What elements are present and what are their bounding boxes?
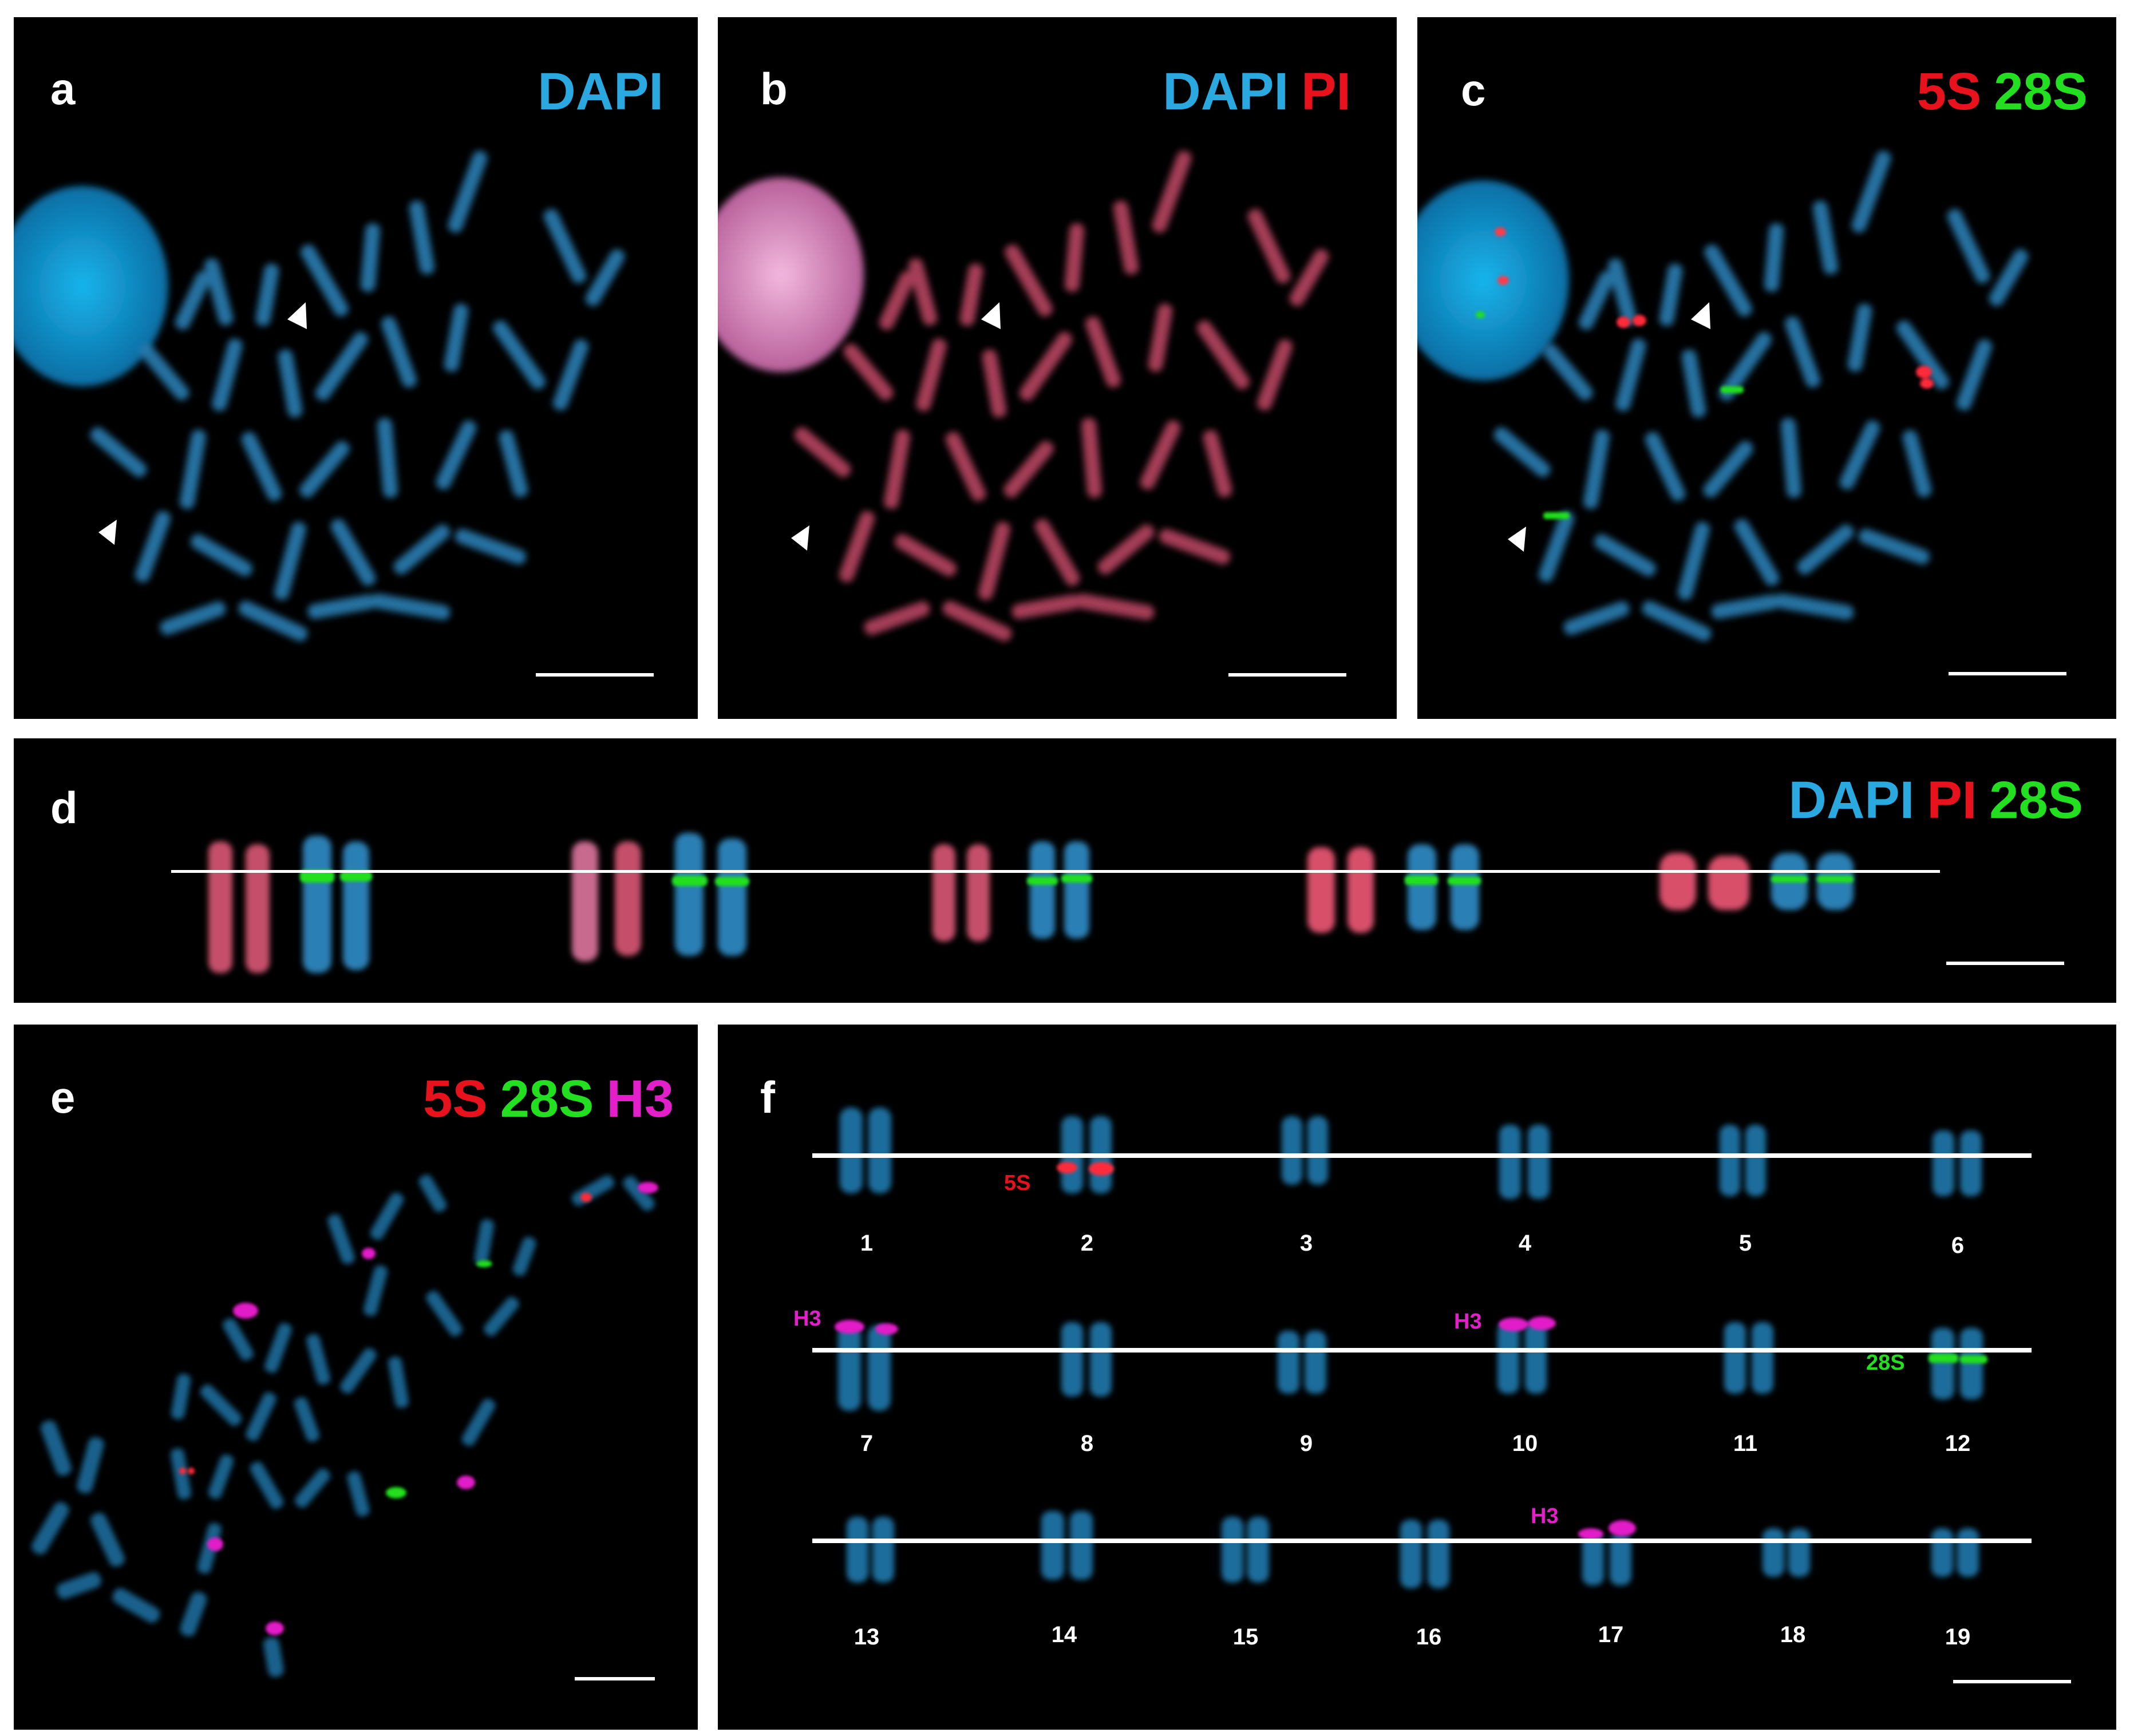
panel-b-metaphase-image [718,151,1346,677]
chromosome-number: 17 [1598,1622,1624,1647]
panel-c-metaphase-image [1417,151,2066,675]
centromere-alignment-line [812,1153,2032,1158]
panel-d-karyotype-strip [171,833,2064,973]
panel-b: b DAPI PI [718,17,1397,719]
interphase-nucleus [1417,180,1569,381]
label-28s: 28S [1989,771,2083,829]
fish-signals [1476,227,1934,519]
chromosome-number: 6 [1951,1233,1965,1258]
chromosome-number: 1 [860,1231,874,1256]
chromosome-number: 7 [860,1431,874,1456]
label-dapi: DAPI [1788,771,1915,829]
interphase-nucleus [14,186,168,386]
chromosome-number: 14 [1051,1622,1077,1647]
annotation-h3: H3 [1531,1504,1559,1528]
chromosome-number: 10 [1512,1431,1538,1456]
28s-signals [300,870,1854,886]
scale-bar [1228,673,1346,677]
scale-bar [536,673,654,677]
chromosome-number: 15 [1232,1624,1259,1650]
label-dapi: DAPI [1163,62,1289,121]
arrowhead-marker [981,302,1001,329]
arrowhead-marker [791,525,809,551]
fish-signals [835,1162,1987,1540]
scale-bar [1946,962,2064,965]
scale-bar [575,1677,655,1680]
panel-letter: a [50,64,76,114]
label-5s: 5S [423,1070,488,1128]
interphase-nucleus [718,177,864,372]
panel-letter: c [1461,65,1486,115]
chromosome-number: 3 [1299,1231,1313,1256]
chromosome-number: 13 [853,1624,880,1650]
panel-a-metaphase-image [14,151,654,677]
arrowhead-marker [1508,527,1526,552]
label-28s: 28S [500,1070,594,1128]
label-28s: 28S [1994,62,2088,121]
annotation-28s: 28S [1866,1351,1905,1375]
chromosome-number: 16 [1416,1624,1442,1650]
annotation-h3: H3 [1454,1310,1482,1334]
stain-label: DAPI PI [1163,65,1351,118]
label-pi: PI [1301,62,1351,121]
panel-letter: b [760,64,788,114]
centromere-alignment-line [812,1539,2032,1543]
panel-e: e 5S 28S H3 [14,1025,698,1730]
panel-f: f 5S H3 H3 28S H3 1 2 3 4 5 6 7 8 9 10 1… [718,1025,2116,1730]
label-h3: H3 [606,1070,674,1128]
stain-label: 5S 28S H3 [423,1073,674,1125]
chromosome-number: 18 [1780,1622,1806,1647]
centromere-alignment-line [812,1348,2032,1353]
annotation-h3: H3 [793,1307,821,1331]
chromosome-number: 4 [1518,1231,1532,1256]
stain-label: DAPI PI 28S [1789,774,2083,827]
label-dapi: DAPI [538,62,663,121]
chromosome-number: 19 [1945,1624,1971,1650]
panel-a: a DAPI [14,17,698,719]
chromosome-number: 9 [1299,1431,1313,1456]
arrowhead-marker [287,302,307,329]
panel-letter: e [50,1072,76,1122]
panel-e-metaphase-image [31,1175,658,1680]
panel-c: c 5S 28S [1417,17,2116,719]
chromosome-number: 2 [1080,1231,1094,1256]
chromosome-number: 8 [1080,1431,1094,1456]
annotation-5s: 5S [1004,1171,1031,1195]
stain-label: 5S 28S [1917,65,2088,118]
chromosome-number: 5 [1738,1231,1752,1256]
panel-f-karyogram [812,1108,2071,1683]
panel-d: d DAPI PI 28S [14,738,2116,1003]
fish-signals [179,1182,658,1635]
arrowhead-marker [98,520,117,545]
panel-letter: f [760,1072,775,1122]
scale-bar [1949,672,2066,675]
label-pi: PI [1927,771,1977,829]
stain-label: DAPI [538,65,663,118]
arrowhead-marker [1691,302,1710,329]
chromosome-number: 12 [1945,1431,1971,1456]
label-5s: 5S [1916,62,1982,121]
panel-letter: d [50,782,78,833]
centromere-alignment-line [171,870,1940,873]
chromosome-number: 11 [1733,1431,1758,1456]
scale-bar [1953,1680,2071,1683]
